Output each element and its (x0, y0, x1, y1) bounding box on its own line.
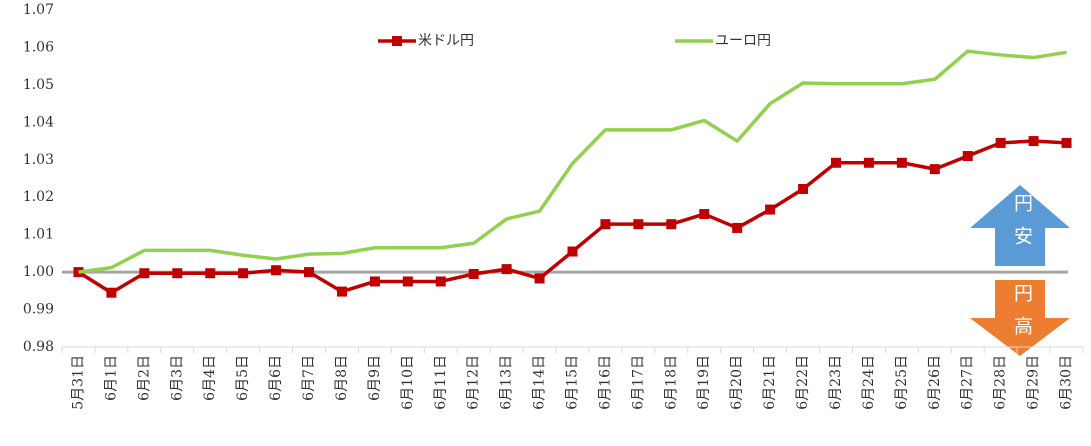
data-point (336, 286, 347, 297)
x-tick-label: 6月26日 (927, 355, 943, 410)
x-tick-label: 6月1日 (103, 355, 119, 401)
x-tick-label: 6月27日 (960, 355, 976, 410)
y-tick-label: 1.07 (23, 2, 54, 18)
x-tick-label: 6月18日 (663, 355, 679, 410)
data-point (699, 209, 710, 220)
data-point (501, 264, 512, 275)
data-point (468, 268, 479, 279)
data-point (534, 273, 545, 284)
x-tick-label: 5月31日 (70, 355, 86, 410)
y-tick-label: 1.03 (23, 152, 54, 168)
data-point (139, 268, 150, 279)
data-point (962, 151, 973, 162)
x-tick-label: 6月6日 (268, 355, 284, 401)
data-point (402, 276, 413, 287)
data-point (765, 204, 776, 215)
data-point (369, 276, 380, 287)
x-tick-label: 6月7日 (301, 355, 317, 401)
x-tick-label: 6月22日 (795, 355, 811, 410)
x-tick-label: 6月29日 (1026, 355, 1042, 410)
x-tick-label: 6月5日 (235, 355, 251, 401)
data-point (1061, 137, 1072, 148)
y-tick-label: 0.99 (23, 302, 54, 318)
x-tick-label: 6月13日 (499, 355, 515, 410)
x-tick-label: 6月10日 (400, 355, 416, 410)
data-point (633, 219, 644, 230)
x-tick-label: 6月14日 (532, 355, 548, 410)
x-tick-label: 6月25日 (894, 355, 910, 410)
y-tick-label: 1.06 (23, 39, 54, 55)
data-point (995, 137, 1006, 148)
annotation: 円安 (1011, 193, 1033, 259)
x-tick-label: 6月30日 (1059, 355, 1075, 410)
data-point (830, 157, 841, 168)
data-point (435, 276, 446, 287)
data-point (1028, 136, 1039, 147)
x-tick-label: 6月4日 (202, 355, 218, 401)
x-tick-label: 6月17日 (630, 355, 646, 410)
data-point (863, 157, 874, 168)
series-line (78, 49, 1067, 274)
legend-marker (392, 36, 402, 46)
data-point (304, 267, 315, 278)
x-tick-label: 6月16日 (597, 355, 613, 410)
data-point (666, 219, 677, 230)
yen-strong-arrow (970, 280, 1070, 356)
data-point (106, 287, 117, 298)
y-tick-label: 1.05 (23, 77, 54, 93)
x-tick-label: 6月24日 (861, 355, 877, 410)
x-tick-label: 6月8日 (334, 355, 350, 401)
y-tick-label: 1.01 (23, 227, 54, 243)
legend-label: ユーロ円 (715, 33, 771, 49)
data-point (929, 164, 940, 175)
x-tick-label: 6月3日 (169, 355, 185, 401)
y-tick-label: 1.02 (23, 189, 54, 205)
x-tick-label: 6月20日 (729, 355, 745, 410)
data-point (798, 183, 809, 194)
yen-weak-arrow (970, 185, 1070, 266)
x-tick-label: 6月2日 (136, 355, 152, 401)
y-tick-label: 1.04 (23, 114, 54, 130)
x-tick-label: 6月11日 (433, 355, 449, 410)
data-point (600, 219, 611, 230)
annotation: 円高 (1011, 283, 1033, 349)
x-tick-label: 6月23日 (828, 355, 844, 410)
y-tick-label: 0.98 (23, 339, 54, 355)
data-point (205, 268, 216, 279)
x-tick-label: 6月15日 (565, 355, 581, 410)
x-tick-label: 6月21日 (762, 355, 778, 410)
data-point (567, 246, 578, 257)
x-tick-label: 6月28日 (993, 355, 1009, 410)
y-tick-label: 1.00 (23, 264, 54, 280)
x-tick-label: 6月19日 (696, 355, 712, 410)
data-point (732, 222, 743, 233)
x-tick-label: 6月12日 (466, 355, 482, 410)
x-tick-label: 6月9日 (367, 355, 383, 401)
data-point (172, 268, 183, 279)
data-point (271, 265, 282, 276)
data-point (896, 157, 907, 168)
data-point (238, 268, 249, 279)
legend-label: 米ドル円 (418, 33, 474, 49)
